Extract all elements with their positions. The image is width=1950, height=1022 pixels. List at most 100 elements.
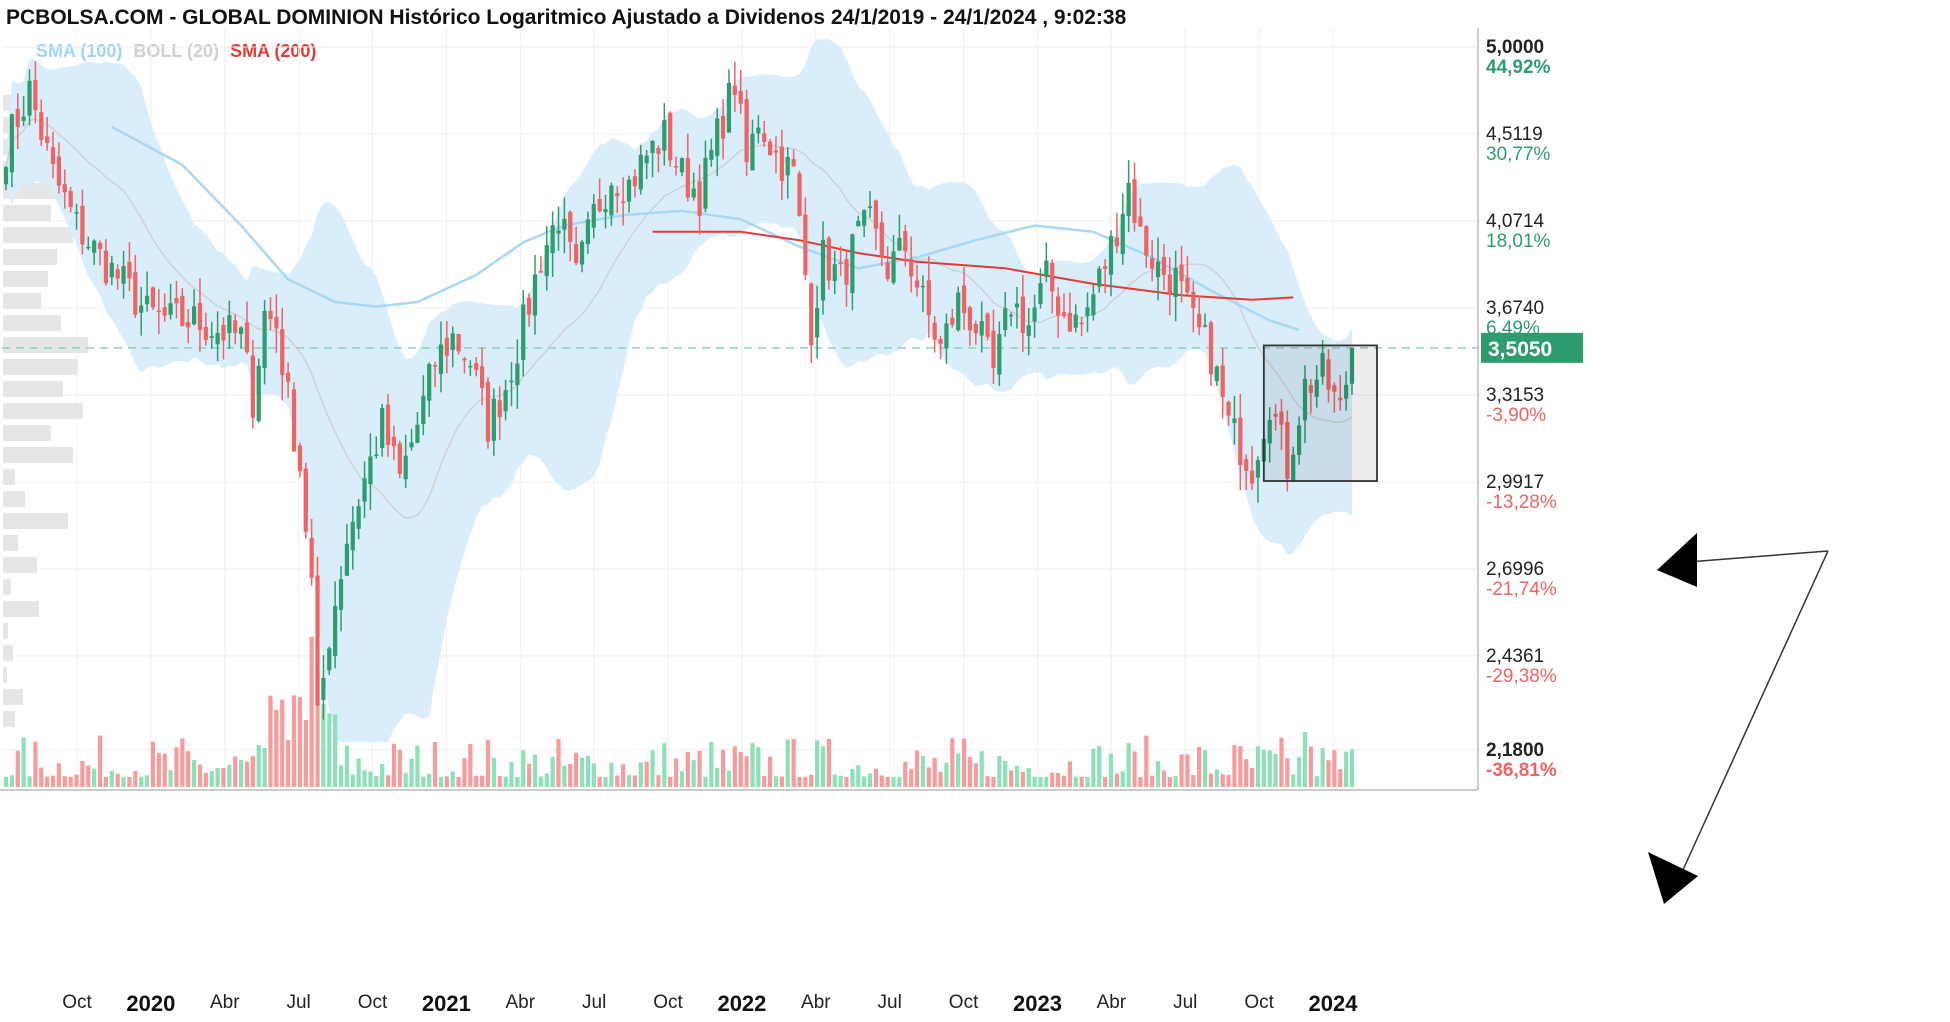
candle-body	[280, 329, 285, 376]
volume-bar	[203, 772, 208, 787]
legend-sma-200[interactable]: SMA (200)	[230, 41, 317, 61]
volume-bar	[644, 761, 649, 787]
candle-body	[709, 149, 714, 160]
volume-bar	[844, 776, 849, 787]
candle-body	[221, 324, 226, 341]
volume-bar	[380, 763, 385, 787]
volume-bar	[538, 776, 543, 787]
candle-body	[985, 313, 990, 337]
volume-bar	[9, 775, 14, 787]
candle-body	[956, 292, 961, 331]
bollinger-band	[6, 38, 1352, 743]
volume-profile-bar	[3, 557, 37, 573]
candle-body	[562, 218, 567, 230]
candle-body	[815, 307, 820, 338]
volume-bar	[1144, 735, 1149, 787]
y-tick-pct: -3,90%	[1486, 405, 1546, 426]
candle-body	[1050, 262, 1055, 292]
chart-title: PCBOLSA.COM - GLOBAL DOMINION Histórico …	[6, 6, 1127, 29]
candle-body	[438, 344, 444, 374]
volume-bar	[938, 771, 943, 787]
candle-body	[209, 336, 214, 338]
candle-body	[1349, 347, 1355, 384]
volume-profile-bar	[3, 227, 73, 243]
volume-bar	[344, 745, 350, 787]
volume-bar	[127, 776, 132, 787]
volume-bar	[1126, 743, 1131, 787]
candle-body	[1185, 277, 1190, 293]
candle-body	[1273, 413, 1278, 417]
candle-body	[662, 120, 667, 151]
volume-bar	[56, 763, 62, 787]
volume-bar	[720, 749, 726, 787]
candle-body	[621, 201, 626, 204]
volume-bar	[256, 744, 261, 787]
candle-body	[1073, 314, 1078, 328]
volume-bar	[1226, 774, 1231, 787]
candle-body	[1179, 264, 1184, 282]
volume-bar	[1173, 776, 1178, 787]
volume-bar	[321, 704, 326, 787]
volume-bar	[233, 756, 238, 787]
candle-body	[92, 240, 97, 253]
volume-bar	[985, 776, 990, 787]
volume-bar	[356, 758, 361, 787]
candle-body	[344, 543, 350, 576]
candle-body	[1079, 322, 1084, 325]
candle-body	[168, 303, 173, 315]
volume-bar	[286, 739, 291, 787]
candle-body	[127, 261, 132, 279]
candle-body	[991, 330, 996, 369]
volume-bar	[415, 745, 420, 787]
x-tick-month: Abr	[506, 992, 536, 1013]
volume-bar	[1302, 732, 1308, 787]
y-tick-price: 5,0000	[1486, 37, 1544, 58]
volume-bar	[791, 739, 796, 787]
volume-bar	[68, 776, 73, 787]
y-tick-pct: -13,28%	[1486, 492, 1557, 513]
candle-body	[133, 272, 138, 315]
y-tick-price: 2,6996	[1486, 559, 1544, 580]
candle-body	[1138, 216, 1143, 227]
candle-body	[1097, 268, 1102, 287]
volume-bar	[1220, 774, 1225, 787]
volume-profile-bar	[3, 249, 57, 265]
volume-bar	[103, 776, 109, 787]
candle-body	[756, 127, 761, 134]
candle-body	[1008, 314, 1014, 317]
volume-bar	[738, 751, 743, 787]
candle-body	[50, 147, 56, 164]
candle-body	[1038, 283, 1043, 305]
candle-body	[820, 239, 826, 301]
y-tick-pct: -36,81%	[1486, 760, 1557, 781]
candle-body	[644, 155, 649, 164]
y-tick-pct: 44,92%	[1486, 57, 1551, 78]
highlight-box	[1262, 344, 1378, 482]
candle-body	[1003, 308, 1008, 330]
candle-body	[468, 365, 473, 368]
candle-body	[197, 302, 203, 330]
candle-body	[21, 116, 26, 121]
volume-bar	[979, 751, 984, 787]
volume-profile-bar	[3, 205, 51, 221]
volume-bar	[662, 743, 667, 787]
candle-body	[967, 307, 973, 331]
candle-body	[356, 506, 361, 529]
volume-bar	[1291, 774, 1296, 787]
candle-body	[103, 250, 109, 284]
candle-body	[1150, 258, 1155, 269]
candle-body	[303, 468, 308, 532]
candle-body	[503, 390, 508, 412]
volume-bar	[515, 776, 520, 787]
volume-bar	[956, 753, 961, 787]
volume-bar	[262, 747, 267, 787]
legend-boll-20[interactable]: BOLL (20)	[133, 41, 220, 61]
volume-bar	[744, 756, 749, 787]
x-tick-month: Oct	[653, 992, 683, 1013]
volume-bar	[74, 774, 79, 787]
candle-body	[903, 230, 908, 251]
legend-sma-100[interactable]: SMA (100)	[36, 41, 123, 61]
volume-bar	[1167, 776, 1172, 787]
